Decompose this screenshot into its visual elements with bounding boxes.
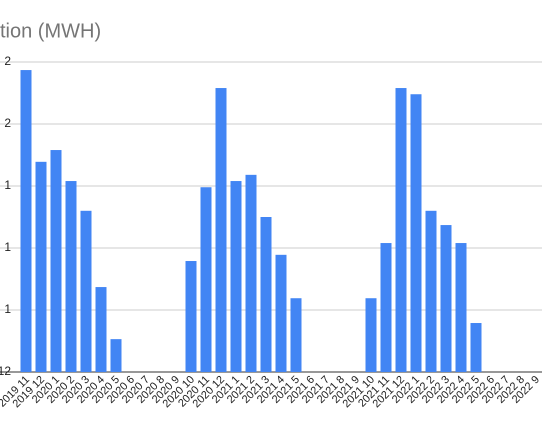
bar [35, 161, 47, 372]
y-tick-label: 1 [4, 178, 11, 192]
bar [455, 243, 467, 372]
bar [395, 88, 407, 372]
bar [380, 243, 392, 372]
bar [470, 323, 482, 372]
bar [365, 298, 377, 372]
bar [410, 94, 422, 373]
bar [425, 210, 437, 372]
y-tick-label: 2 [4, 54, 11, 68]
bar [440, 225, 452, 372]
bar [80, 210, 92, 372]
bar [185, 261, 197, 372]
bar [275, 254, 287, 372]
bar [245, 174, 257, 372]
bar [50, 150, 62, 372]
y-tick-label: 1 [4, 240, 11, 254]
chart-title: tion (MWH) [0, 20, 101, 42]
bar [290, 298, 302, 372]
bar [230, 181, 242, 372]
bar [65, 181, 77, 372]
y-tick-label: 1 [4, 302, 11, 316]
bar [215, 88, 227, 372]
bar [110, 339, 122, 372]
y-tick-label: 2 [4, 116, 11, 130]
bar [200, 187, 212, 372]
bar [95, 287, 107, 372]
bar [260, 217, 272, 372]
bar [20, 70, 32, 372]
y-tick-label: 12 [0, 364, 11, 378]
